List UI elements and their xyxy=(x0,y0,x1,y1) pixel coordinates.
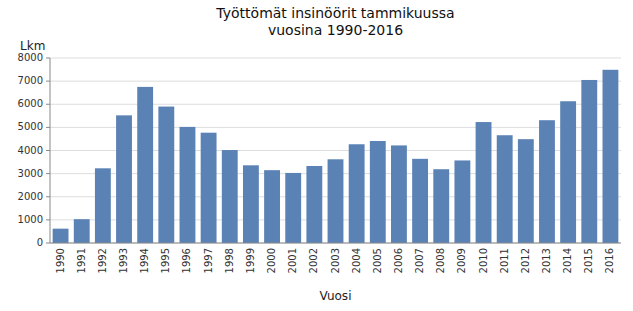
x-tick-label: 1994 xyxy=(139,248,150,273)
bar xyxy=(180,127,196,243)
x-tick-label: 2005 xyxy=(372,248,383,273)
y-tick-label: 4000 xyxy=(18,145,43,156)
y-tick-label: 5000 xyxy=(18,121,43,132)
x-tick-label: 2015 xyxy=(583,248,594,273)
bar xyxy=(518,139,534,243)
y-tick-label: 0 xyxy=(37,237,43,248)
bar xyxy=(95,168,111,243)
y-tick xyxy=(46,58,50,59)
bar xyxy=(201,133,217,243)
x-tick-label: 2013 xyxy=(541,248,552,273)
x-tick-label: 2001 xyxy=(287,248,298,273)
y-axis-label: Lkm xyxy=(20,39,45,53)
x-axis-line xyxy=(50,243,621,244)
bar xyxy=(539,120,555,243)
bar xyxy=(476,122,492,243)
grid-line xyxy=(50,127,621,128)
x-tick-label: 2012 xyxy=(520,248,531,273)
y-tick xyxy=(46,196,50,197)
x-tick-label: 2000 xyxy=(266,248,277,273)
chart: 0100020003000400050006000700080001990199… xyxy=(0,0,633,311)
grid xyxy=(50,58,621,243)
bar xyxy=(264,170,280,243)
grid-line xyxy=(50,104,621,105)
bar xyxy=(285,173,301,243)
y-tick-label: 1000 xyxy=(18,214,43,225)
grid-line xyxy=(50,150,621,151)
title: Työttömät insinöörit tammikuussavuosina … xyxy=(215,5,454,38)
x-tick-label: 2010 xyxy=(478,248,489,273)
bar xyxy=(74,219,90,243)
bar xyxy=(497,135,513,243)
bar xyxy=(328,159,344,243)
bar xyxy=(391,145,407,243)
x-tick-label: 1995 xyxy=(160,248,171,273)
x-tick-label: 1998 xyxy=(224,248,235,273)
y-axis-line xyxy=(50,58,51,243)
x-axis-label: Vuosi xyxy=(320,289,352,303)
y-axis: 0 1000 2000 3000 4000 5000 6000 7000 8000 xyxy=(18,52,50,248)
bar xyxy=(349,144,365,243)
y-tick xyxy=(46,173,50,174)
bar xyxy=(581,80,597,243)
x-tick-label: 2014 xyxy=(562,248,573,273)
bar xyxy=(243,165,259,243)
y-tick xyxy=(46,150,50,151)
bar xyxy=(454,160,470,243)
bar xyxy=(306,166,322,243)
bar xyxy=(560,101,576,243)
bar xyxy=(602,70,618,243)
y-tick-label: 8000 xyxy=(18,52,43,63)
x-tick-label: 2002 xyxy=(308,248,319,273)
x-tick-label: 1996 xyxy=(181,248,192,273)
x-tick-label: 1993 xyxy=(118,248,129,273)
grid-line xyxy=(50,58,621,59)
bar xyxy=(53,229,69,243)
y-tick xyxy=(46,127,50,128)
x-tick-label: 2007 xyxy=(414,248,425,273)
x-tick-label: 1999 xyxy=(245,248,256,273)
y-tick-label: 6000 xyxy=(18,98,43,109)
x-tick-label: 2008 xyxy=(435,248,446,273)
bars xyxy=(53,70,619,243)
x-tick-label: 1997 xyxy=(203,248,214,273)
y-tick xyxy=(46,81,50,82)
x-tick-label: 2006 xyxy=(393,248,404,273)
y-tick xyxy=(46,104,50,105)
bar xyxy=(222,150,238,243)
bar xyxy=(137,87,153,243)
x-tick-label: 2003 xyxy=(330,248,341,273)
y-tick xyxy=(46,219,50,220)
x-tick-label: 1991 xyxy=(76,248,87,273)
bar xyxy=(412,159,428,243)
x-tick-label: 2009 xyxy=(456,248,467,273)
bar xyxy=(158,107,174,243)
y-tick-label: 3000 xyxy=(18,168,43,179)
chart-container: 0100020003000400050006000700080001990199… xyxy=(0,0,633,311)
bar xyxy=(116,115,132,243)
x-tick-label: 2004 xyxy=(351,248,362,273)
x-tick-label: 2011 xyxy=(499,248,510,273)
y-tick-label: 7000 xyxy=(18,75,43,86)
x-tick-label: 2016 xyxy=(604,248,615,273)
bar xyxy=(370,141,386,243)
grid-line xyxy=(50,243,621,244)
bar xyxy=(433,169,449,243)
grid-line xyxy=(50,81,621,82)
x-tick-label: 1992 xyxy=(97,248,108,273)
y-tick-label: 2000 xyxy=(18,191,43,202)
x-axis: 1990 1991 1992 1993 1994 1995 1996 1997 1998 1999… xyxy=(55,248,616,273)
y-tick xyxy=(46,243,50,244)
x-tick-label: 1990 xyxy=(55,248,66,273)
